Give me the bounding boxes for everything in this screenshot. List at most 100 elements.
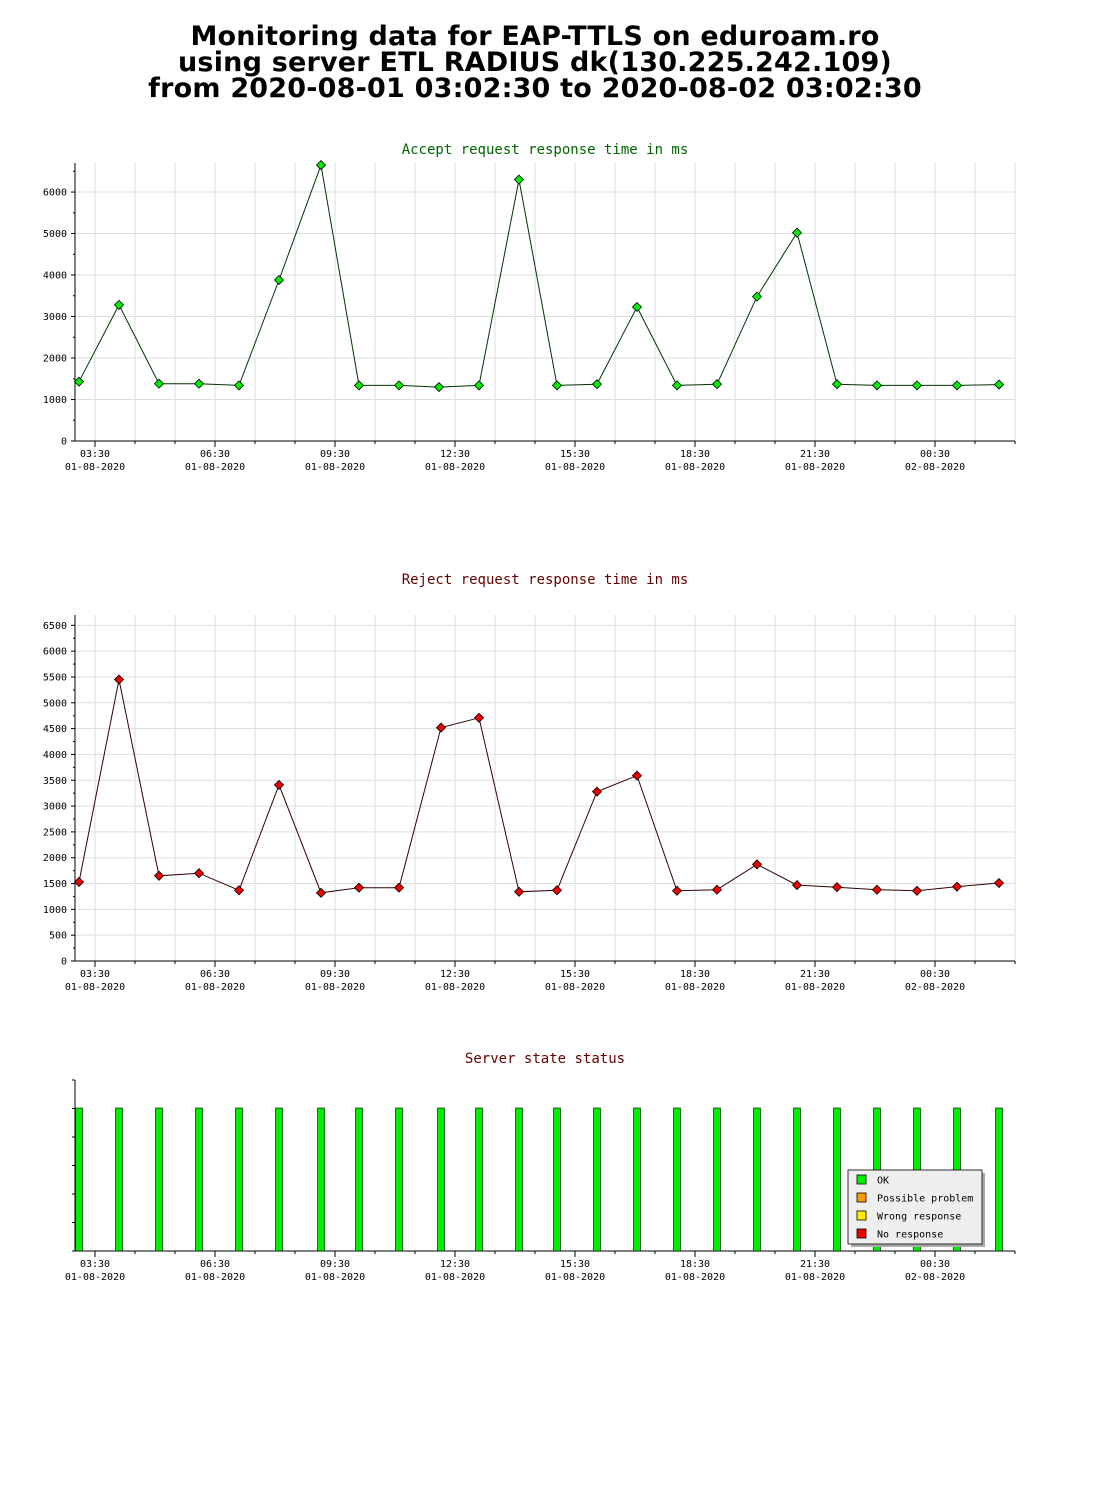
x-tick-label-time: 09:30 (320, 1259, 350, 1270)
status-bar (713, 1107, 721, 1252)
data-point (671, 885, 683, 896)
data-point (273, 274, 285, 286)
series-line (78, 679, 1000, 894)
x-tick-label-time: 18:30 (680, 1259, 710, 1270)
x-tick-label-time: 03:30 (80, 1259, 110, 1270)
data-point (153, 378, 165, 389)
data-point (551, 885, 563, 896)
x-tick-label-date: 02-08-2020 (905, 462, 965, 473)
data-point (353, 380, 365, 391)
x-tick-label-date: 01-08-2020 (185, 982, 245, 993)
data-point (631, 301, 643, 313)
status-bar (553, 1107, 561, 1252)
x-tick-label-date: 01-08-2020 (785, 462, 845, 473)
x-tick-label-time: 06:30 (200, 969, 230, 980)
x-tick-label-time: 12:30 (440, 969, 470, 980)
data-point (315, 160, 327, 171)
x-tick-label-time: 03:30 (80, 969, 110, 980)
x-tick-label-date: 01-08-2020 (425, 462, 485, 473)
data-point (233, 885, 245, 896)
legend-swatch (856, 1174, 867, 1185)
chart-title: Accept request response time in ms (402, 142, 689, 158)
x-tick-label-time: 09:30 (320, 449, 350, 460)
x-tick-label-date: 01-08-2020 (665, 982, 725, 993)
status-bar (395, 1107, 403, 1252)
data-point (751, 291, 763, 302)
header-line-3: from 2020-08-01 03:02:30 to 2020-08-02 0… (148, 73, 922, 104)
x-tick-label-time: 06:30 (200, 449, 230, 460)
legend-label: Wrong response (877, 1212, 961, 1223)
x-tick-label-date: 01-08-2020 (65, 982, 125, 993)
x-tick-label-time: 21:30 (800, 1259, 830, 1270)
x-tick-label-date: 01-08-2020 (185, 1272, 245, 1283)
data-point (73, 376, 85, 387)
x-tick-label-time: 15:30 (560, 969, 590, 980)
x-tick-label-date: 01-08-2020 (305, 462, 365, 473)
x-tick-label-date: 01-08-2020 (65, 462, 125, 473)
data-point (551, 380, 563, 391)
x-tick-label-time: 12:30 (440, 1259, 470, 1270)
x-tick-label-date: 01-08-2020 (545, 1272, 605, 1283)
y-tick-label: 5500 (43, 672, 67, 683)
x-tick-label-time: 00:30 (920, 1259, 950, 1270)
status-bar (753, 1107, 761, 1252)
x-tick-label-time: 00:30 (920, 449, 950, 460)
data-point (513, 886, 525, 897)
status-bar (673, 1107, 681, 1252)
data-point (993, 379, 1005, 390)
data-point (911, 380, 923, 391)
x-tick-label-date: 01-08-2020 (545, 462, 605, 473)
data-point (193, 868, 205, 879)
data-point (591, 786, 603, 797)
data-point (393, 882, 405, 893)
status-bar (515, 1107, 523, 1252)
y-tick-label: 2500 (43, 827, 67, 838)
x-tick-label-time: 03:30 (80, 449, 110, 460)
page-header: Monitoring data for EAP-TTLS on eduroam.… (0, 23, 1070, 104)
x-tick-label-date: 01-08-2020 (305, 982, 365, 993)
x-tick-label-time: 18:30 (680, 449, 710, 460)
x-tick-label-time: 12:30 (440, 449, 470, 460)
y-tick-label: 5000 (43, 229, 67, 240)
status-bar (437, 1107, 445, 1252)
y-tick-label: 5000 (43, 698, 67, 709)
legend-label: Possible problem (877, 1194, 973, 1205)
reject-response-chart: Reject request response time in ms 0 500 10… (43, 572, 1016, 993)
status-bar (155, 1107, 163, 1252)
x-tick-label-time: 21:30 (800, 969, 830, 980)
data-point (73, 876, 85, 888)
x-tick-label-time: 09:30 (320, 969, 350, 980)
status-bar (475, 1107, 483, 1252)
status-bar (115, 1107, 123, 1252)
data-point (353, 882, 365, 893)
status-bar (633, 1107, 641, 1252)
y-tick-label: 1500 (43, 879, 67, 890)
legend-swatch (856, 1210, 867, 1221)
data-point (193, 378, 205, 389)
status-bar (317, 1107, 325, 1252)
chart-title: Server state status (465, 1051, 625, 1067)
y-tick-label: 6500 (43, 621, 67, 632)
data-point (435, 722, 447, 733)
y-tick-label: 4500 (43, 724, 67, 735)
data-point (591, 379, 603, 390)
status-bar (355, 1107, 363, 1252)
chart-title: Reject request response time in ms (402, 572, 689, 588)
y-tick-label: 2000 (43, 354, 67, 365)
x-tick-label-time: 15:30 (560, 1259, 590, 1270)
status-bar (195, 1107, 203, 1252)
y-tick-label: 3000 (43, 312, 67, 323)
server-state-chart: Server state status 03:30 01-08-2020 06:30 0… (65, 1051, 1016, 1283)
y-tick-label: 4000 (43, 271, 67, 282)
y-tick-label: 1000 (43, 395, 67, 406)
data-point (831, 882, 843, 893)
data-point (513, 174, 525, 185)
data-point (951, 380, 963, 391)
data-point (473, 380, 485, 391)
legend-swatch (856, 1228, 867, 1239)
data-point (711, 884, 723, 895)
data-point (911, 885, 923, 896)
data-point (831, 379, 843, 390)
x-tick-label-date: 01-08-2020 (545, 982, 605, 993)
data-point (791, 880, 803, 891)
